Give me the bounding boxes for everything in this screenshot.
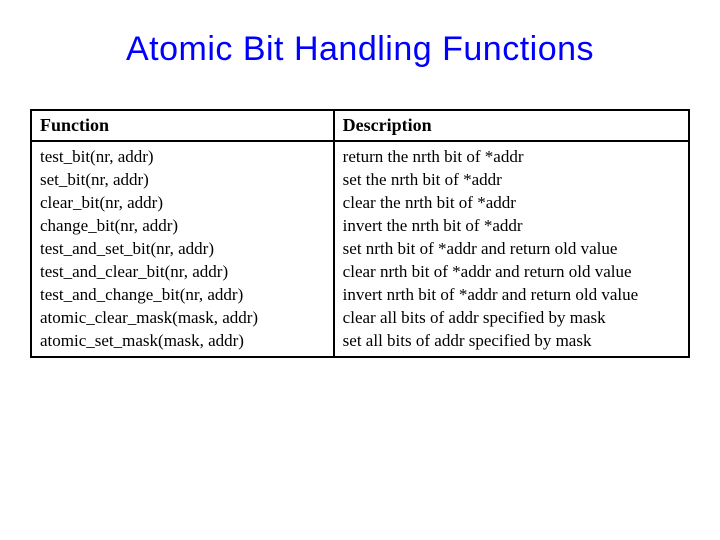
desc-text: invert nrth bit of *addr and return old … (343, 284, 680, 307)
func-text: atomic_clear_mask(mask, addr) (40, 307, 325, 330)
page-title: Atomic Bit Handling Functions (30, 30, 690, 69)
func-text: test_and_change_bit(nr, addr) (40, 284, 325, 307)
desc-text: set nrth bit of *addr and return old val… (343, 238, 680, 261)
func-text: test_bit(nr, addr) (40, 146, 325, 169)
desc-text: return the nrth bit of *addr (343, 146, 680, 169)
functions-table: Function Description test_bit(nr, addr) … (30, 109, 690, 358)
desc-text: set the nrth bit of *addr (343, 169, 680, 192)
header-function: Function (31, 110, 334, 141)
func-text: set_bit(nr, addr) (40, 169, 325, 192)
table-row: test_bit(nr, addr) set_bit(nr, addr) cle… (31, 141, 689, 357)
cell-function: test_bit(nr, addr) set_bit(nr, addr) cle… (31, 141, 334, 357)
desc-text: clear the nrth bit of *addr (343, 192, 680, 215)
desc-text: clear all bits of addr specified by mask (343, 307, 680, 330)
table-header-row: Function Description (31, 110, 689, 141)
func-text: test_and_set_bit(nr, addr) (40, 238, 325, 261)
func-text: change_bit(nr, addr) (40, 215, 325, 238)
func-text: clear_bit(nr, addr) (40, 192, 325, 215)
func-text: test_and_clear_bit(nr, addr) (40, 261, 325, 284)
desc-text: set all bits of addr specified by mask (343, 330, 680, 353)
desc-text: clear nrth bit of *addr and return old v… (343, 261, 680, 284)
header-description: Description (334, 110, 689, 141)
desc-text: invert the nrth bit of *addr (343, 215, 680, 238)
cell-description: return the nrth bit of *addr set the nrt… (334, 141, 689, 357)
func-text: atomic_set_mask(mask, addr) (40, 330, 325, 353)
